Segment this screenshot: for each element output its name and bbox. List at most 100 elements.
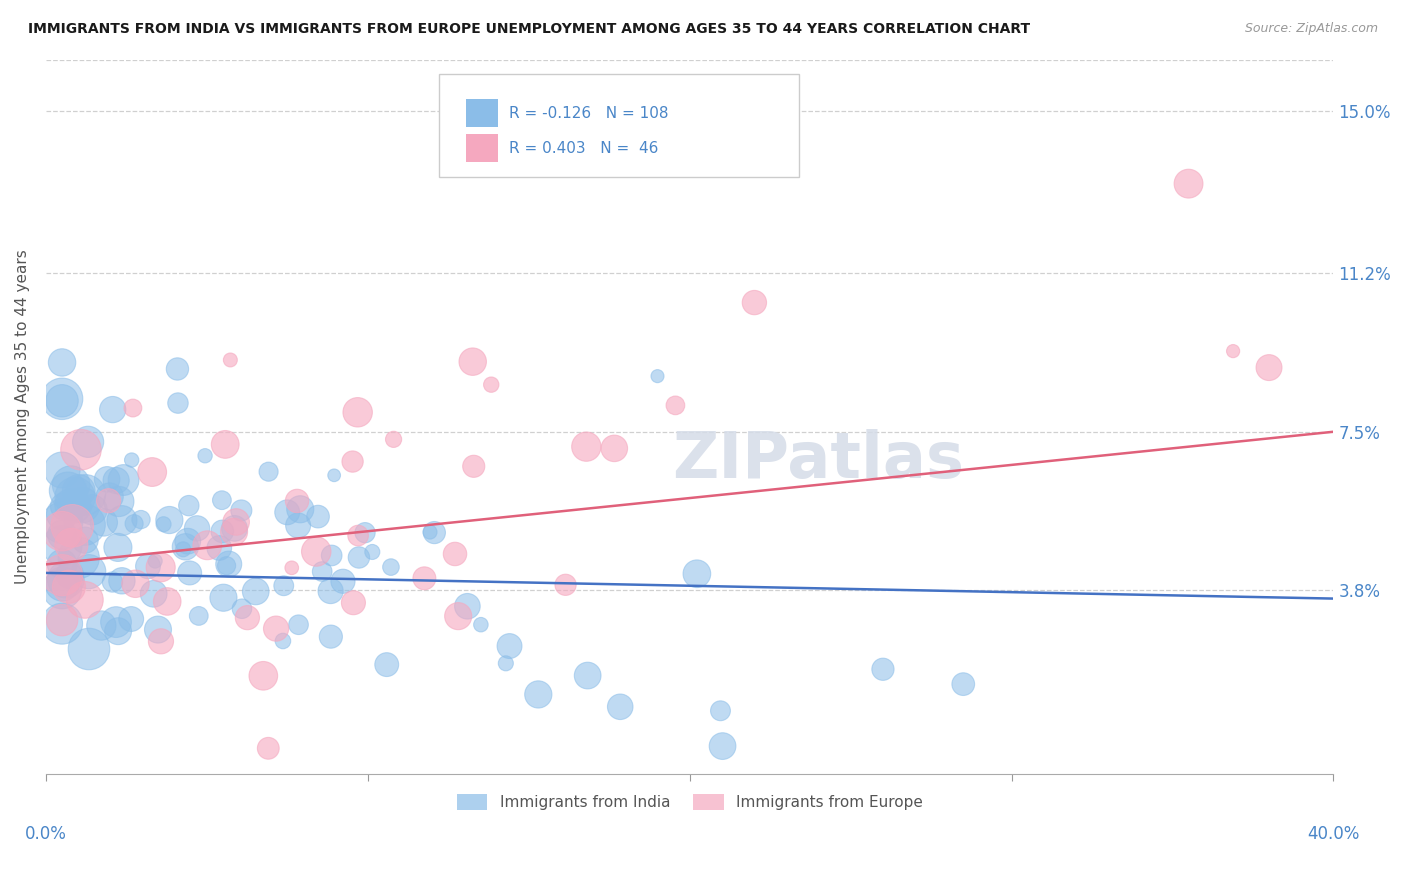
Point — [375, 657, 398, 672]
Point — [111, 514, 134, 528]
Point — [219, 353, 242, 368]
Point — [121, 453, 143, 467]
Point — [73, 517, 96, 532]
Point — [382, 433, 405, 447]
Point — [51, 524, 73, 539]
Point — [63, 490, 86, 504]
Point — [172, 542, 194, 557]
Point — [152, 517, 174, 532]
Point — [287, 617, 309, 632]
FancyBboxPatch shape — [465, 134, 498, 162]
Point — [141, 465, 163, 479]
Point — [60, 518, 83, 533]
Point — [231, 601, 253, 615]
Point — [96, 472, 118, 486]
Point — [187, 609, 209, 624]
Point — [55, 573, 77, 587]
Point — [498, 639, 520, 653]
Point — [67, 550, 90, 565]
Point — [143, 554, 166, 568]
Point — [211, 493, 233, 508]
Point — [98, 490, 121, 504]
Point — [380, 560, 402, 574]
Point — [218, 557, 240, 571]
Point — [59, 498, 82, 512]
Point — [281, 561, 304, 575]
Point — [224, 521, 246, 535]
Point — [101, 402, 124, 417]
Point — [271, 634, 294, 648]
Point — [146, 623, 169, 637]
Point — [319, 630, 342, 644]
Point — [1177, 177, 1199, 191]
Point — [342, 454, 364, 468]
Point — [51, 557, 73, 571]
Point — [77, 565, 100, 579]
Point — [470, 617, 492, 632]
Point — [231, 503, 253, 517]
Point — [51, 528, 73, 542]
Point — [51, 463, 73, 477]
Point — [332, 574, 354, 589]
Point — [51, 393, 73, 408]
Point — [51, 568, 73, 582]
Y-axis label: Unemployment Among Ages 35 to 44 years: Unemployment Among Ages 35 to 44 years — [15, 250, 30, 584]
Point — [413, 571, 436, 585]
Point — [208, 541, 231, 555]
Point — [744, 295, 766, 310]
Point — [214, 437, 236, 451]
Point — [711, 739, 734, 753]
Point — [65, 500, 87, 514]
Text: R = 0.403   N =  46: R = 0.403 N = 46 — [509, 141, 659, 156]
Point — [576, 668, 599, 682]
Point — [311, 565, 333, 579]
Point — [59, 567, 82, 582]
Point — [97, 493, 120, 508]
Point — [136, 559, 159, 574]
Point — [111, 574, 134, 588]
Point — [444, 547, 467, 561]
Text: 40.0%: 40.0% — [1308, 825, 1360, 843]
Point — [952, 677, 974, 691]
Point — [149, 634, 172, 648]
Point — [120, 612, 142, 626]
Point — [51, 539, 73, 553]
Point — [179, 566, 201, 580]
Point — [609, 699, 631, 714]
Point — [105, 615, 128, 629]
Point — [1258, 360, 1281, 375]
Point — [60, 477, 83, 491]
Point — [305, 544, 328, 558]
Point — [212, 591, 235, 605]
Point — [107, 624, 129, 639]
Point — [461, 354, 484, 368]
Point — [105, 474, 128, 488]
Point — [257, 741, 280, 756]
Point — [709, 704, 731, 718]
Point — [56, 483, 79, 498]
Point — [149, 560, 172, 574]
Point — [124, 576, 146, 591]
Point — [75, 533, 97, 548]
Point — [215, 558, 238, 573]
Text: ZIPatlas: ZIPatlas — [672, 429, 965, 491]
Point — [101, 575, 124, 590]
Point — [77, 642, 100, 657]
Point — [51, 508, 73, 522]
Point — [354, 525, 377, 540]
Point — [112, 473, 135, 487]
Point — [51, 582, 73, 597]
Point — [456, 599, 478, 614]
Point — [51, 616, 73, 631]
Point — [177, 534, 200, 549]
Point — [323, 468, 346, 483]
Point — [245, 584, 267, 599]
Point — [52, 500, 75, 514]
Point — [264, 622, 287, 636]
Point — [70, 498, 93, 512]
Point — [122, 401, 145, 415]
Point — [273, 579, 295, 593]
Point — [90, 618, 112, 632]
Point — [73, 592, 96, 607]
Point — [60, 538, 83, 552]
